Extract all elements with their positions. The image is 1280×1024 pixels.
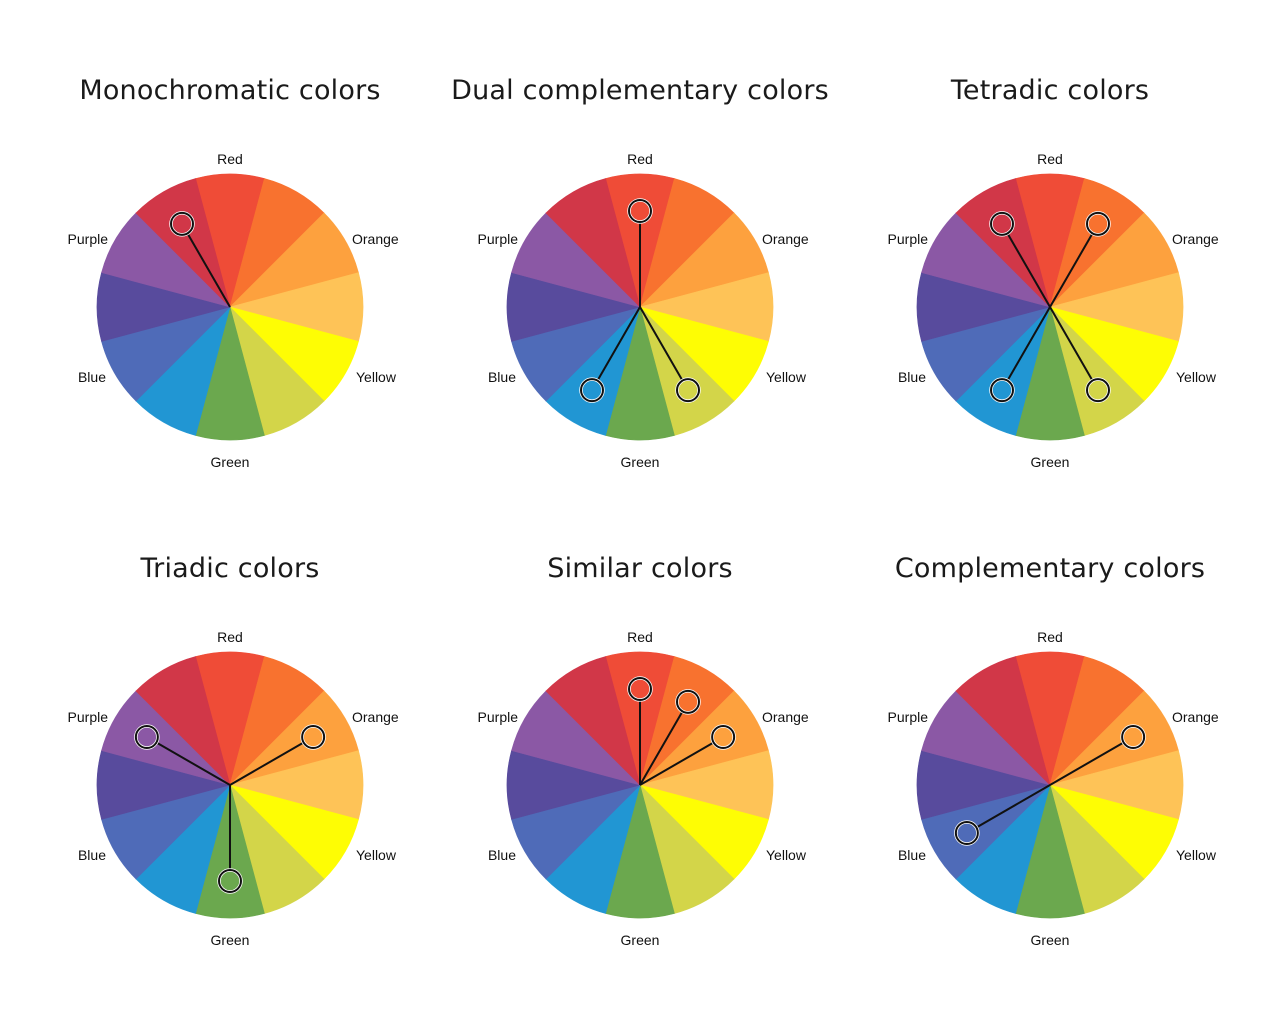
panel-title: Complementary colors	[894, 553, 1206, 584]
wheel-label-blue: Blue	[78, 369, 106, 385]
marker-dot-orange	[1121, 725, 1146, 749]
wheel-label-yellow: Yellow	[356, 847, 397, 863]
marker-dot-orange	[301, 725, 326, 749]
wheel-segment-red-purple	[955, 178, 1051, 309]
wheel-label-green: Green	[211, 454, 250, 470]
wheel-label-green: Green	[621, 932, 660, 948]
color-wheel: Red Orange Yellow Green Blue Purple	[478, 629, 809, 948]
panel-similar: Similar colors Red Orange Yellow Green Blue P…	[430, 553, 850, 1023]
wheel-label-blue: Blue	[488, 847, 516, 863]
wheel-label-purple: Purple	[888, 709, 929, 725]
wheel-label-orange: Orange	[352, 231, 399, 247]
wheel-segment-red-purple	[955, 656, 1051, 787]
connector-line	[146, 736, 231, 786]
wheel-label-yellow: Yellow	[356, 369, 397, 385]
color-wheel: Red Orange Yellow Green Blue Purple	[888, 629, 1219, 948]
panel-title: Triadic colors	[140, 553, 320, 584]
wheel-label-purple: Purple	[478, 709, 519, 725]
panel-title: Dual complementary colors	[451, 75, 829, 106]
wheel-label-red: Red	[627, 629, 653, 645]
wheel-label-red: Red	[217, 151, 243, 167]
wheel-label-blue: Blue	[898, 369, 926, 385]
wheel-segment-red-purple	[135, 656, 231, 787]
marker-dot-blue-green	[580, 378, 604, 403]
wheel-label-red: Red	[217, 629, 243, 645]
wheel-label-purple: Purple	[888, 231, 929, 247]
marker-dot-yellow-green	[676, 378, 700, 403]
marker-dot-red-purple	[170, 211, 194, 236]
marker-dot-blue	[954, 821, 979, 845]
wheel-label-purple: Purple	[68, 231, 109, 247]
wheel-label-blue: Blue	[898, 847, 926, 863]
panel-title: Monochromatic colors	[79, 75, 381, 106]
wheel-label-red: Red	[627, 151, 653, 167]
marker-dot-red-orange	[1086, 211, 1110, 236]
marker-dot-red-orange	[676, 689, 700, 714]
connector-line	[1049, 306, 1099, 391]
marker-dot-orange	[711, 725, 736, 749]
panel-title: Tetradic colors	[950, 75, 1150, 106]
marker-dot-purple	[134, 725, 159, 749]
panel-triadic: Triadic colors Red Orange Yellow Green Blue P…	[20, 553, 440, 1023]
marker-dot-yellow-green	[1086, 378, 1110, 403]
panel-monochromatic: Monochromatic colors Red Orange Yellow Gree…	[20, 75, 440, 545]
wheel-label-green: Green	[211, 932, 250, 948]
connector-line	[1001, 306, 1051, 391]
color-wheel: Red Orange Yellow Green Blue Purple	[888, 151, 1219, 470]
wheel-label-orange: Orange	[762, 231, 809, 247]
connector-line	[1001, 223, 1051, 308]
wheel-label-yellow: Yellow	[1176, 369, 1217, 385]
wheel-label-green: Green	[621, 454, 660, 470]
marker-dot-green	[218, 869, 242, 893]
marker-dot-blue-green	[990, 378, 1014, 403]
wheel-label-purple: Purple	[478, 231, 519, 247]
marker-dot-red	[628, 199, 652, 223]
connector-line	[639, 306, 689, 391]
wheel-label-yellow: Yellow	[766, 847, 807, 863]
panel-complementary: Complementary colors Red Orange Yellow Gree…	[840, 553, 1260, 1023]
color-wheel: Red Orange Yellow Green Blue Purple	[68, 629, 399, 948]
wheel-label-green: Green	[1031, 932, 1070, 948]
wheel-label-orange: Orange	[1172, 709, 1219, 725]
wheel-segment-red-purple	[545, 656, 641, 787]
wheel-label-orange: Orange	[1172, 231, 1219, 247]
wheel-label-red: Red	[1037, 151, 1063, 167]
connector-line	[966, 784, 1051, 834]
wheel-label-green: Green	[1031, 454, 1070, 470]
wheel-label-red: Red	[1037, 629, 1063, 645]
connector-line	[229, 736, 314, 786]
marker-dot-red	[628, 677, 652, 701]
connector-line	[1049, 223, 1099, 308]
connector-line	[181, 223, 231, 308]
wheel-label-orange: Orange	[762, 709, 809, 725]
connector-line	[1049, 736, 1134, 786]
wheel-label-blue: Blue	[78, 847, 106, 863]
panel-dual-complementary: Dual complementary colors Red Orange Yello…	[430, 75, 850, 545]
wheel-label-yellow: Yellow	[1176, 847, 1217, 863]
color-wheel: Red Orange Yellow Green Blue Purple	[478, 151, 809, 470]
marker-dot-red-purple	[990, 211, 1014, 236]
connector-line	[639, 701, 689, 786]
wheel-label-blue: Blue	[488, 369, 516, 385]
wheel-label-orange: Orange	[352, 709, 399, 725]
color-wheel: Red Orange Yellow Green Blue Purple	[68, 151, 399, 470]
panel-tetradic: Tetradic colors Red Orange Yellow Green Blue…	[840, 75, 1260, 545]
wheel-segment-red-purple	[135, 178, 231, 309]
connector-line	[639, 736, 724, 786]
panel-title: Similar colors	[547, 553, 733, 584]
wheel-segment-red-purple	[545, 178, 641, 309]
wheel-label-purple: Purple	[68, 709, 109, 725]
wheel-label-yellow: Yellow	[766, 369, 807, 385]
connector-line	[591, 306, 641, 391]
